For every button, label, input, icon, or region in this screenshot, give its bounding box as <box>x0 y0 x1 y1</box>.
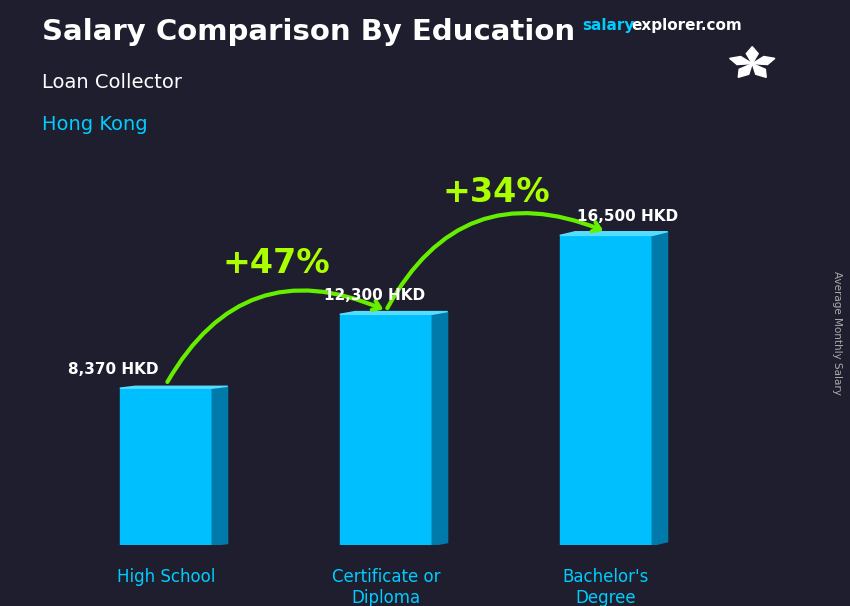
Polygon shape <box>739 64 752 78</box>
Text: +34%: +34% <box>442 176 550 208</box>
Polygon shape <box>340 311 448 315</box>
Polygon shape <box>120 386 228 388</box>
Text: Certificate or
Diploma: Certificate or Diploma <box>332 568 440 606</box>
Polygon shape <box>340 315 432 545</box>
Polygon shape <box>560 231 667 235</box>
Text: High School: High School <box>116 568 215 586</box>
Polygon shape <box>746 47 758 64</box>
Text: explorer.com: explorer.com <box>632 18 742 33</box>
Text: Salary Comparison By Education: Salary Comparison By Education <box>42 18 575 46</box>
Text: Average Monthly Salary: Average Monthly Salary <box>832 271 842 395</box>
Polygon shape <box>560 235 652 545</box>
Text: 8,370 HKD: 8,370 HKD <box>68 362 158 377</box>
Text: Bachelor's
Degree: Bachelor's Degree <box>563 568 649 606</box>
Polygon shape <box>729 56 752 65</box>
Polygon shape <box>752 56 775 65</box>
Text: +47%: +47% <box>222 247 330 280</box>
Text: Loan Collector: Loan Collector <box>42 73 183 92</box>
Text: Hong Kong: Hong Kong <box>42 115 148 134</box>
Text: 16,500 HKD: 16,500 HKD <box>577 209 678 224</box>
Polygon shape <box>752 64 766 78</box>
Text: salary: salary <box>582 18 635 33</box>
Polygon shape <box>432 311 448 545</box>
Polygon shape <box>120 388 212 545</box>
Polygon shape <box>652 231 667 545</box>
Polygon shape <box>212 386 228 545</box>
Text: 12,300 HKD: 12,300 HKD <box>325 288 426 303</box>
